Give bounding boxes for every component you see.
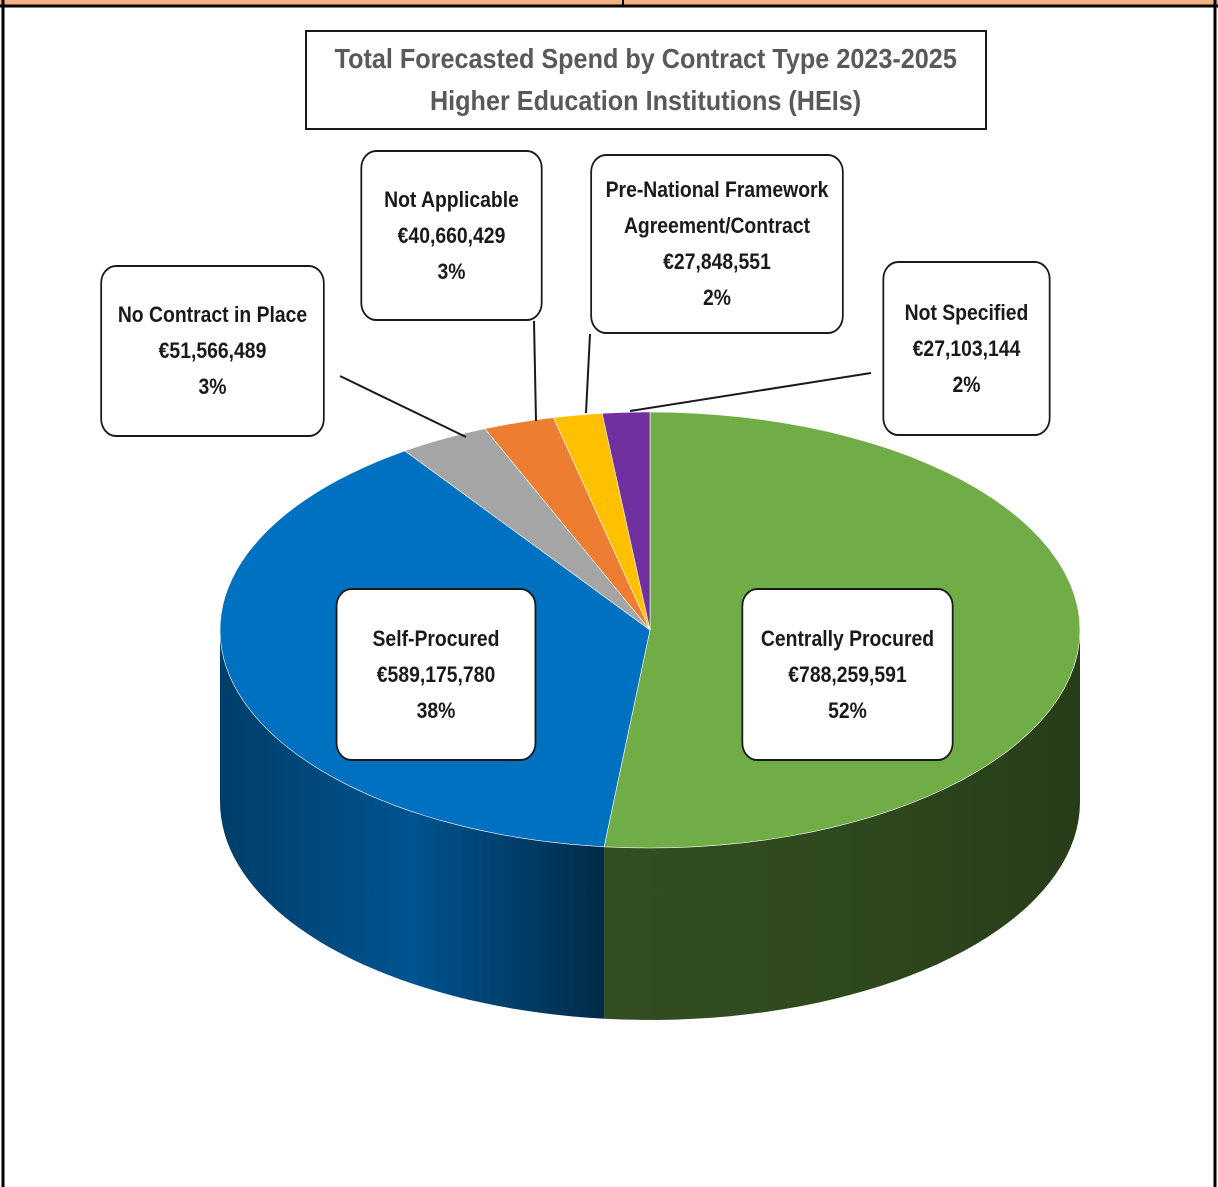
slice-value: €788,259,591 (788, 661, 907, 687)
data-label-not-specified: Not Specified €27,103,144 2% (882, 261, 1051, 436)
slice-name-line-1: Pre-National Framework (605, 177, 829, 202)
slice-percent: 2% (952, 371, 981, 397)
data-label-self-procured: Self-Procured €589,175,780 38% (335, 588, 537, 761)
slice-percent: 52% (828, 697, 867, 723)
leader-lines (339, 320, 872, 438)
pie-slice-not-specified (601, 411, 651, 631)
chart-subtitle: Higher Education Institutions (HEIs) (430, 85, 862, 116)
leader-no-contract (339, 375, 467, 438)
slice-name: Self-Procured (372, 625, 500, 651)
data-label-no-contract-in-place: No Contract in Place €51,566,489 3% (100, 265, 325, 437)
slice-percent: 3% (198, 374, 227, 399)
leader-pre-national (585, 333, 591, 414)
slice-value: €27,848,551 (663, 249, 771, 274)
data-label-centrally-procured: Centrally Procured €788,259,591 52% (741, 588, 954, 761)
slice-name: Not Applicable (384, 186, 519, 212)
pie-side-self-procured (220, 630, 605, 1019)
slice-value: €51,566,489 (158, 338, 267, 363)
slice-percent: 38% (416, 697, 456, 723)
slice-name: Centrally Procured (760, 625, 935, 651)
chart-title-box: Total Forecasted Spend by Contract Type … (305, 30, 987, 130)
slice-name: No Contract in Place (117, 302, 308, 327)
chart-title: Total Forecasted Spend by Contract Type … (334, 43, 958, 74)
pie-slice-no-contract-in-place (404, 428, 651, 631)
slice-value: €27,103,144 (912, 335, 1021, 361)
data-label-not-applicable: Not Applicable €40,660,429 3% (360, 150, 543, 321)
data-label-pre-national-framework: Pre-National Framework Agreement/Contrac… (590, 154, 844, 334)
leader-not-applicable (533, 320, 537, 422)
slice-percent: 2% (703, 285, 731, 310)
leader-not-specified (629, 372, 872, 412)
pie-slice-not-applicable (484, 417, 651, 631)
slice-value: €40,660,429 (397, 222, 506, 248)
slice-name-line-2: Agreement/Contract (623, 213, 811, 238)
slice-name: Not Specified (904, 299, 1029, 325)
slice-percent: 3% (437, 258, 466, 284)
slice-value: €589,175,780 (376, 661, 496, 687)
pie-slice-pre-national-framework-agreement-contract (553, 413, 651, 631)
header-band (0, 0, 1218, 6)
